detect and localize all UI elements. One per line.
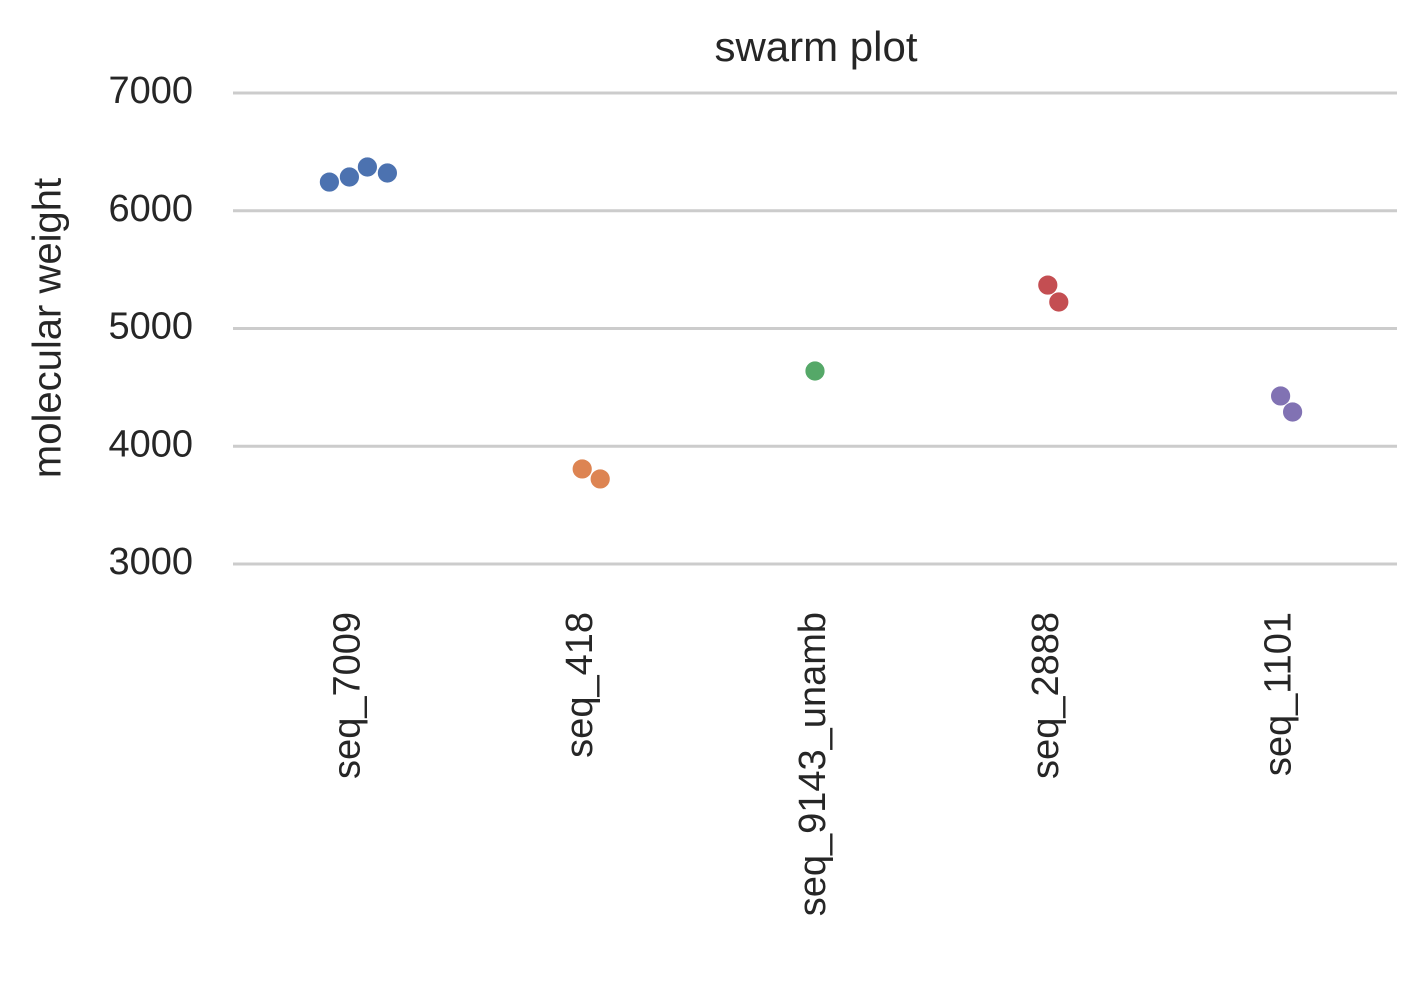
y-tick-label: 7000 — [108, 70, 193, 112]
point — [376, 162, 398, 184]
x-tick-label: seq_7009 — [326, 612, 368, 779]
point — [318, 171, 340, 193]
y-tick-label: 3000 — [108, 541, 193, 583]
point — [1048, 291, 1070, 313]
point — [1037, 274, 1059, 296]
point — [1282, 401, 1303, 423]
y-tick-label: 6000 — [108, 188, 193, 230]
point — [356, 156, 378, 178]
x-tick-label: seq_9143_unamb — [792, 612, 834, 916]
y-axis-label: molecular weight — [26, 178, 70, 478]
point — [589, 468, 611, 490]
x-tick-label: seq_1101 — [1258, 612, 1300, 776]
x-tick-label: seq_418 — [559, 612, 601, 758]
point — [338, 166, 360, 188]
point — [804, 360, 826, 382]
point — [571, 458, 593, 480]
y-tick-label: 5000 — [108, 306, 193, 348]
y-tick-label: 4000 — [108, 423, 193, 465]
point — [1270, 385, 1291, 407]
chart-title: swarm plot — [714, 23, 917, 70]
x-tick-label: seq_2888 — [1025, 612, 1067, 779]
